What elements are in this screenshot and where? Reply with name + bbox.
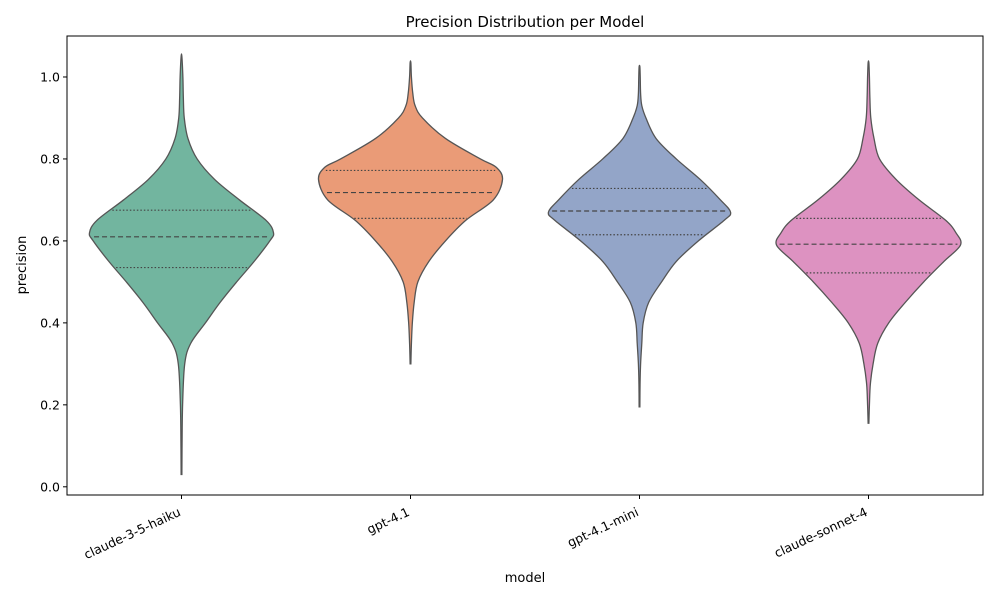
y-tick-label: 0.0 bbox=[40, 479, 60, 494]
y-axis: 0.0 0.2 0.4 0.6 0.8 1.0 bbox=[40, 69, 67, 494]
y-tick-label: 0.4 bbox=[40, 315, 60, 330]
violin-gpt-4.1-mini bbox=[547, 64, 732, 408]
y-tick-label: 0.6 bbox=[40, 233, 60, 248]
x-tick-label: gpt-4.1 bbox=[364, 504, 411, 537]
x-tick-label: claude-sonnet-4 bbox=[772, 504, 870, 560]
violin-gpt-4.1 bbox=[317, 60, 504, 365]
violin-claude-3-5-haiku bbox=[88, 53, 275, 476]
y-axis-label: precision bbox=[15, 236, 30, 295]
y-tick-label: 0.2 bbox=[40, 397, 60, 412]
chart-title: Precision Distribution per Model bbox=[406, 13, 645, 31]
y-tick-label: 0.8 bbox=[40, 151, 60, 166]
x-axis-label: model bbox=[505, 571, 545, 586]
x-tick-label: claude-3-5-haiku bbox=[81, 504, 182, 562]
plot-frame bbox=[66, 35, 984, 496]
y-tick-label: 1.0 bbox=[40, 69, 60, 84]
violins-group bbox=[88, 53, 962, 476]
violin-claude-sonnet-4 bbox=[775, 60, 962, 424]
x-tick-label: gpt-4.1-mini bbox=[565, 504, 641, 550]
x-axis: claude-3-5-haiku gpt-4.1 gpt-4.1-mini claud… bbox=[81, 495, 870, 562]
